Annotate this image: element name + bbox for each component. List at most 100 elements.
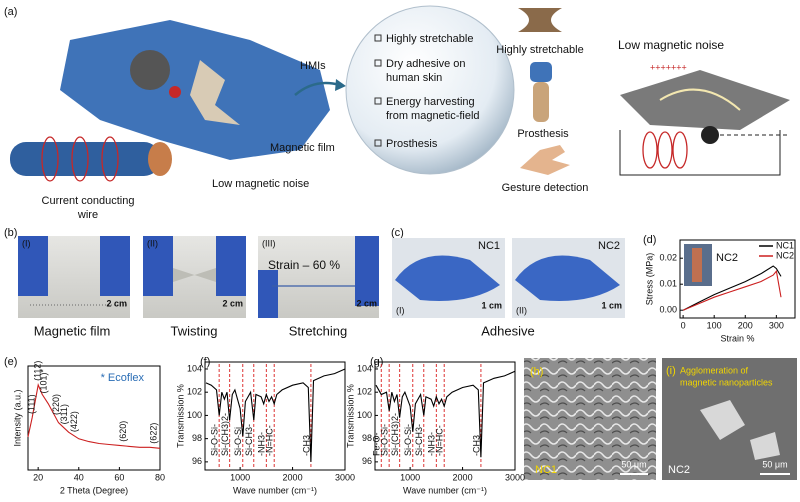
photo-label: (II) [516,305,527,315]
y-tick-label: 96 [192,456,202,466]
marker-label: Si-CH3- [244,424,254,456]
feature: Prosthesis [386,138,438,150]
marker-label: Si-O-Si- [403,424,413,456]
x-tick-label: 80 [155,472,165,482]
y-tick-label: 96 [362,456,372,466]
photo-label: (I) [396,305,405,315]
x-tick-label: 2000 [283,472,303,482]
glove [143,236,173,296]
scale: 1 cm [601,300,622,310]
panel-label: (e) [4,356,17,368]
noise-title: Low magnetic noise [618,38,724,52]
field-rings [41,136,119,182]
glove [258,270,278,318]
peak-label: (111) [26,394,36,414]
x-axis-label: Wave number (cm⁻¹) [403,485,487,495]
glove [216,236,246,296]
feature: from magnetic-field [386,110,480,122]
y-tick-label: 102 [187,387,202,397]
strain-text: Strain – 60 % [268,258,340,272]
feature: Highly stretchable [386,33,473,45]
photo-label: (I) [22,238,31,248]
glove-icon [530,62,552,82]
peak-label: (112) [33,361,43,381]
feature: Dry adhesive on [386,58,466,70]
icon-label: Gesture detection [502,182,589,194]
photo-label: (II) [147,238,158,248]
device-rings [642,131,688,169]
checkbox [374,97,382,105]
note: Agglomeration of [680,365,749,375]
feature: human skin [386,72,442,84]
film [190,60,240,125]
x-axis-label: Wave number (cm⁻¹) [233,485,317,495]
marker-label: -CH3 [471,435,481,456]
feature: Energy harvesting [386,96,475,108]
photo-label: (III) [262,238,276,248]
sem-image: (i) Agglomeration of magnetic nanopartic… [662,358,797,480]
peak-label: (220) [51,394,61,415]
caption: Magnetic film [34,323,111,338]
panel-label: (b) [4,227,17,239]
wire [10,142,160,176]
x-tick-label: 0 [681,320,686,330]
marker-label: Fe-O- [372,432,382,456]
caption: Stretching [289,323,348,338]
marker-label: -NH3- [427,432,437,456]
agglomerate [700,400,780,460]
photo: NC1 (I) 1 cm [392,238,505,318]
x-tick-label: 40 [74,472,84,482]
y-tick-label: 0.02 [659,253,677,263]
sample: NC2 [598,240,620,252]
checkbox [374,139,382,147]
checkbox [374,59,382,67]
glove [515,255,620,301]
photo: NC2 (II) 1 cm [512,238,625,318]
photo: (I) 2 cm [18,236,130,318]
scale: 2 cm [222,298,243,308]
marker-label: Si-(CH3)2- [390,413,400,456]
sem-bg [524,358,656,480]
hmis-label: HMIs [300,60,326,72]
plot-frame [27,365,161,471]
y-tick-label: 98 [362,433,372,443]
wire-label: wire [77,209,98,221]
y-tick-label: 98 [192,433,202,443]
scale: 1 cm [481,300,502,310]
photo: (III) Strain – 60 % 2 cm [258,236,379,318]
copper [148,142,172,176]
panel-label: (c) [391,227,404,239]
x-tick-label: 300 [769,320,784,330]
peak-label: (101)* [39,369,49,394]
x-tick-label: 1000 [230,472,250,482]
feature-list: Highly stretchable Dry adhesive on human… [374,33,480,150]
sem-image: (h) NC1 50 μm [524,358,656,480]
glove [395,255,500,301]
annotation: * Ecoflex [101,372,145,384]
x-tick-label: 3000 [335,472,355,482]
peak-label: (620) [118,421,128,442]
marker-label: -N=HC- [435,425,445,456]
scale: 2 cm [356,298,377,308]
icon-label: Prosthesis [517,128,569,140]
data-line [205,368,346,462]
plot-frame [374,361,516,471]
marker-label: Si-O-Si- [210,424,220,456]
panel-label: (d) [643,234,656,246]
y-axis-label: Stress (MPa) [644,253,654,306]
x-tick-label: 100 [707,320,722,330]
sphere [345,5,515,175]
x-axis-label: 2 Theta (Degree) [60,485,128,495]
plot-frame [679,239,796,319]
sample: NC1 [478,240,500,252]
marker-label: -CH3 [301,435,311,456]
arrow-head [335,79,346,91]
glove [100,236,130,296]
marker-label: Si-(CH3)2- [220,413,230,456]
scale: 2 cm [106,298,127,308]
x-tick-label: 200 [738,320,753,330]
y-axis-label: Transmission % [345,384,355,448]
sample: NC2 [668,464,690,476]
